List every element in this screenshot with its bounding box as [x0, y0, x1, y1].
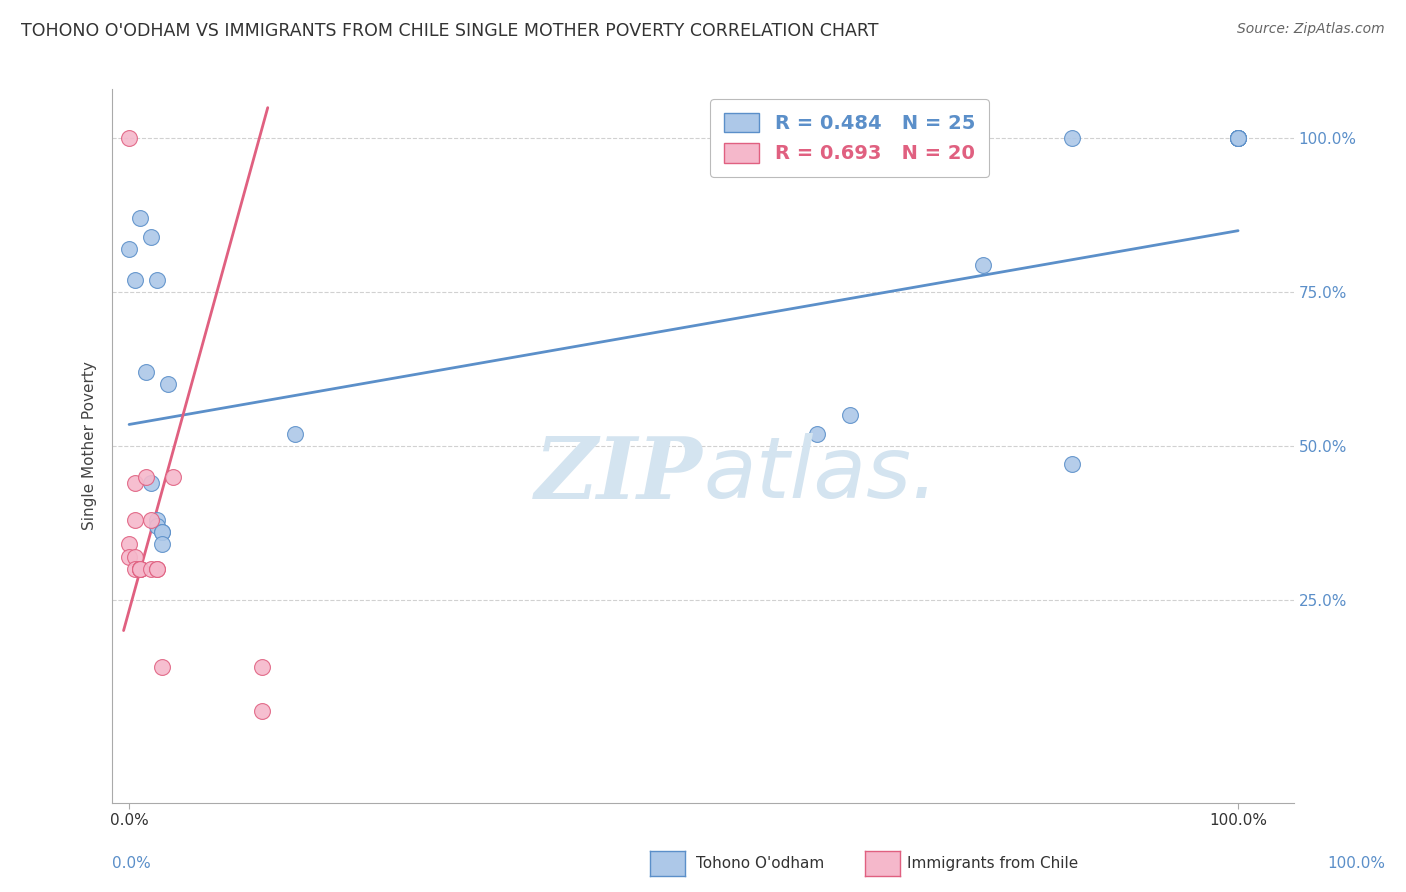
Text: Immigrants from Chile: Immigrants from Chile	[907, 856, 1078, 871]
Point	[124, 273, 146, 287]
Point	[1060, 458, 1083, 472]
Point	[118, 537, 141, 551]
Point	[806, 426, 828, 441]
Point	[284, 426, 307, 441]
Point	[1227, 131, 1250, 145]
Point	[162, 469, 184, 483]
Point	[1227, 131, 1250, 145]
Text: Tohono O'odham: Tohono O'odham	[696, 856, 824, 871]
Point	[156, 377, 179, 392]
Point	[146, 513, 169, 527]
Point	[141, 562, 163, 576]
Point	[150, 537, 173, 551]
Legend: R = 0.484   N = 25, R = 0.693   N = 20: R = 0.484 N = 25, R = 0.693 N = 20	[710, 99, 988, 177]
Point	[118, 242, 141, 256]
Point	[118, 549, 141, 564]
Text: 100.0%: 100.0%	[1327, 856, 1385, 871]
Point	[141, 475, 163, 490]
Point	[141, 513, 163, 527]
Point	[129, 211, 152, 226]
Point	[124, 475, 146, 490]
Text: atlas.: atlas.	[703, 433, 938, 516]
Text: Source: ZipAtlas.com: Source: ZipAtlas.com	[1237, 22, 1385, 37]
Point	[124, 549, 146, 564]
Point	[972, 258, 994, 272]
Point	[124, 562, 146, 576]
Point	[1227, 131, 1250, 145]
Point	[150, 660, 173, 674]
Point	[146, 562, 169, 576]
Point	[135, 469, 157, 483]
Point	[118, 131, 141, 145]
Point	[129, 562, 152, 576]
Point	[1227, 131, 1250, 145]
Point	[250, 704, 273, 718]
Point	[146, 273, 169, 287]
Point	[1060, 131, 1083, 145]
Text: ZIP: ZIP	[536, 433, 703, 516]
Point	[1227, 131, 1250, 145]
Point	[124, 513, 146, 527]
Point	[1227, 131, 1250, 145]
Text: TOHONO O'ODHAM VS IMMIGRANTS FROM CHILE SINGLE MOTHER POVERTY CORRELATION CHART: TOHONO O'ODHAM VS IMMIGRANTS FROM CHILE …	[21, 22, 879, 40]
Text: 0.0%: 0.0%	[112, 856, 152, 871]
Point	[839, 409, 862, 423]
Point	[146, 562, 169, 576]
Point	[135, 365, 157, 379]
Point	[129, 562, 152, 576]
Point	[129, 562, 152, 576]
Point	[150, 525, 173, 540]
Point	[129, 562, 152, 576]
Point	[146, 519, 169, 533]
Point	[141, 230, 163, 244]
Y-axis label: Single Mother Poverty: Single Mother Poverty	[82, 361, 97, 531]
Point	[250, 660, 273, 674]
Point	[150, 525, 173, 540]
